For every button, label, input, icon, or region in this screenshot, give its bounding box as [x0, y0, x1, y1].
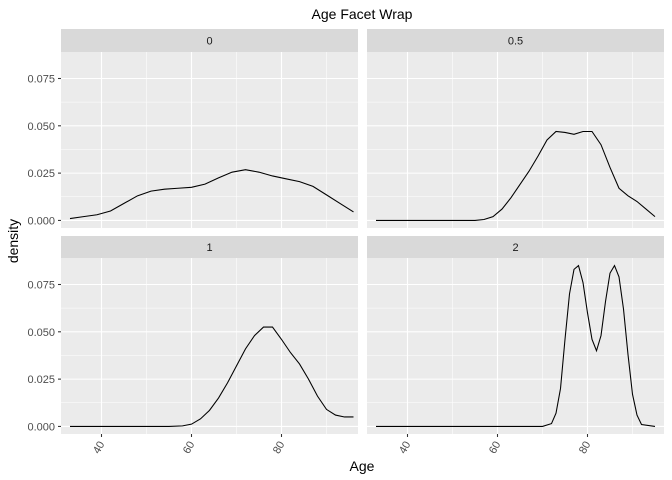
- y-tick-label: 0.000: [27, 421, 55, 433]
- panel-background: [61, 52, 358, 228]
- x-tick-label: 40: [91, 439, 108, 456]
- y-axis-title: density: [5, 219, 21, 263]
- y-tick-label: 0.025: [27, 374, 55, 386]
- facet-strip-label: 2: [512, 242, 518, 254]
- facet-strip: [367, 236, 664, 258]
- density-curve-1: [70, 326, 354, 427]
- facet-panels: 0 0.000 0.025 0.050 0.075 0.5 1 0.000 0.025 0.050…: [27, 29, 664, 456]
- y-tick-label: 0.075: [27, 279, 55, 291]
- facet-strip: [61, 29, 358, 52]
- x-tick-label: 60: [487, 439, 504, 456]
- facet-panel-0: 0 0.000 0.025 0.050 0.075: [27, 29, 358, 228]
- y-tick-label: 0.075: [27, 73, 55, 85]
- x-tick-label: 60: [181, 439, 198, 456]
- chart-title: Age Facet Wrap: [312, 6, 413, 22]
- density-curve-0.5: [376, 130, 656, 221]
- facet-strip: [367, 29, 664, 52]
- panel-background: [367, 258, 664, 434]
- density-curve-2: [376, 264, 656, 427]
- facet-strip-label: 0: [206, 36, 212, 48]
- facet-strip: [61, 236, 358, 258]
- facet-strip-label: 1: [206, 242, 212, 254]
- facet-panel-3: 2 40 60 80: [367, 236, 664, 456]
- density-curve-0: [69, 169, 354, 220]
- y-tick-label: 0.000: [27, 215, 55, 227]
- x-tick-label: 80: [271, 439, 288, 456]
- x-axis-title: Age: [350, 458, 375, 474]
- x-tick-label: 40: [397, 439, 414, 456]
- panel-background: [61, 258, 358, 434]
- facet-strip-label: 0.5: [508, 36, 523, 48]
- facet-panel-1: 0.5: [367, 29, 664, 228]
- panel-background: [367, 52, 664, 228]
- facet-panel-2: 1 0.000 0.025 0.050 0.075 40 60 80: [27, 236, 358, 456]
- y-tick-label: 0.025: [27, 168, 55, 180]
- y-tick-label: 0.050: [27, 121, 55, 133]
- x-tick-label: 80: [577, 439, 594, 456]
- y-tick-label: 0.050: [27, 327, 55, 339]
